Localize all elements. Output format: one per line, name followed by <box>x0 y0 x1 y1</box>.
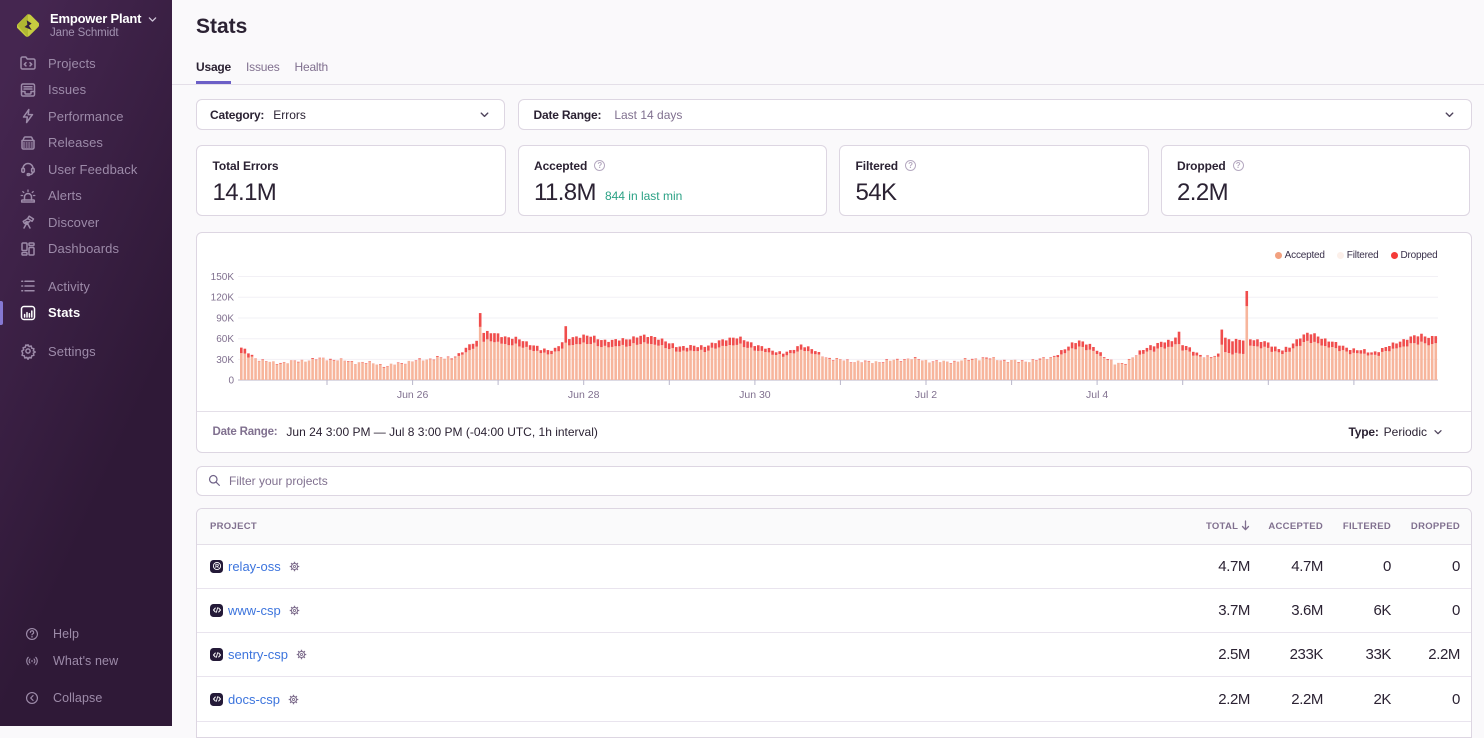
svg-text:Jun 30: Jun 30 <box>739 389 771 401</box>
svg-text:90K: 90K <box>216 314 234 325</box>
svg-text:Jun 28: Jun 28 <box>568 389 600 401</box>
svg-text:120K: 120K <box>211 293 235 304</box>
svg-text:Jun 26: Jun 26 <box>397 389 429 401</box>
svg-text:30K: 30K <box>216 355 234 366</box>
svg-text:0: 0 <box>228 376 234 387</box>
svg-text:Jul 4: Jul 4 <box>1086 389 1108 401</box>
svg-text:60K: 60K <box>216 334 234 345</box>
svg-text:Jul 2: Jul 2 <box>915 389 937 401</box>
svg-text:150K: 150K <box>211 272 235 283</box>
